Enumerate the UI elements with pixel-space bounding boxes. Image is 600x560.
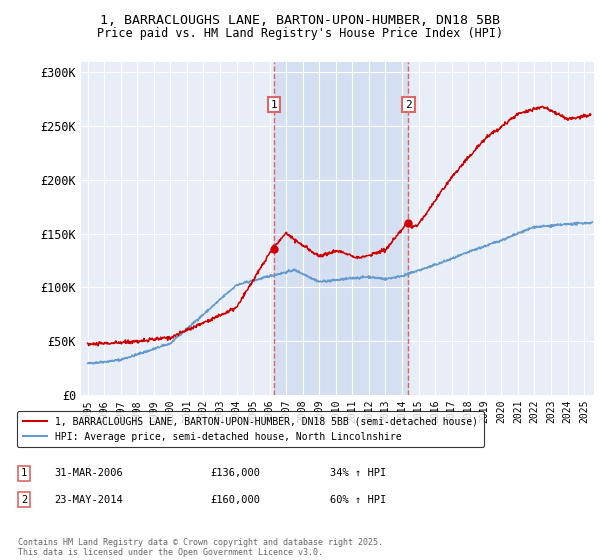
Text: 31-MAR-2006: 31-MAR-2006 — [54, 468, 123, 478]
Legend: 1, BARRACLOUGHS LANE, BARTON-UPON-HUMBER, DN18 5BB (semi-detached house), HPI: A: 1, BARRACLOUGHS LANE, BARTON-UPON-HUMBER… — [17, 411, 484, 447]
Text: 23-MAY-2014: 23-MAY-2014 — [54, 494, 123, 505]
Text: £136,000: £136,000 — [210, 468, 260, 478]
Bar — [274, 62, 409, 395]
Text: Contains HM Land Registry data © Crown copyright and database right 2025.
This d: Contains HM Land Registry data © Crown c… — [18, 538, 383, 557]
Text: 1, BARRACLOUGHS LANE, BARTON-UPON-HUMBER, DN18 5BB: 1, BARRACLOUGHS LANE, BARTON-UPON-HUMBER… — [100, 14, 500, 27]
Text: £160,000: £160,000 — [210, 494, 260, 505]
Text: 1: 1 — [21, 468, 27, 478]
Text: 34% ↑ HPI: 34% ↑ HPI — [330, 468, 386, 478]
Text: 60% ↑ HPI: 60% ↑ HPI — [330, 494, 386, 505]
Text: 2: 2 — [405, 100, 412, 110]
Text: Price paid vs. HM Land Registry's House Price Index (HPI): Price paid vs. HM Land Registry's House … — [97, 27, 503, 40]
Text: 1: 1 — [271, 100, 277, 110]
Text: 2: 2 — [21, 494, 27, 505]
